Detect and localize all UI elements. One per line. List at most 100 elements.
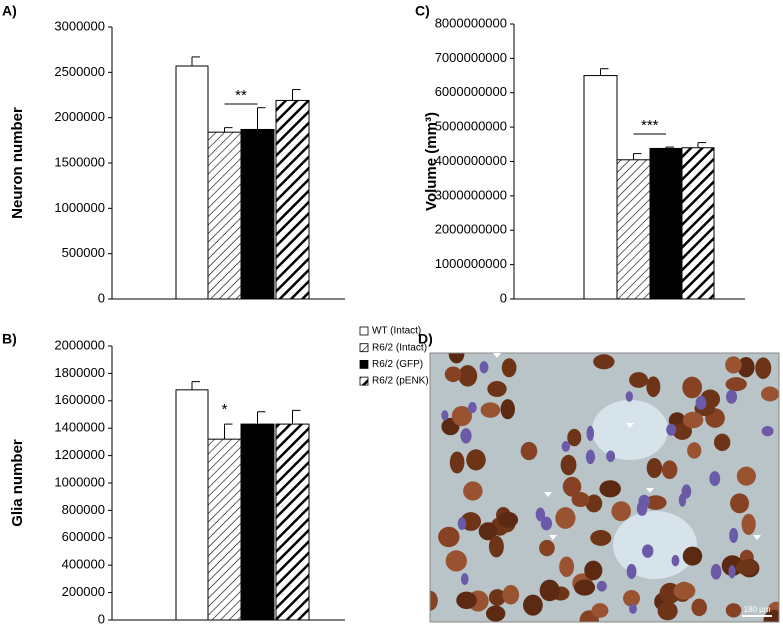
nucleus [590,530,612,546]
glia-nucleus [681,484,692,499]
nucleus [497,511,519,528]
nucleus [629,372,648,388]
micrograph-frame [429,352,780,623]
nucleus [451,405,472,427]
nucleus [430,590,438,611]
y-tick-label: 1600000 [54,392,105,407]
glia-nucleus [642,544,654,558]
y-tick-label: 3000000 [54,18,105,33]
nucleus [672,422,692,440]
y-tick-label: 2000000 [54,109,105,124]
bar [207,131,242,300]
nucleus [644,495,667,510]
nucleus [623,589,641,607]
y-tick-label: 0 [98,611,105,626]
nucleus [730,493,750,514]
bar [649,147,683,300]
nucleus [458,365,478,387]
y-tick-label: 2000000 [54,337,105,352]
nucleus [500,399,515,420]
nucleus [646,376,661,398]
nucleus [522,594,543,616]
glia-nucleus [629,603,637,614]
y-axis-label: Neuron number [9,107,26,219]
legend-swatch [359,359,369,369]
nucleus [488,535,504,558]
error-bar [257,411,266,425]
bar [240,128,275,300]
nucleus [682,546,703,566]
y-tick-label: 1800000 [54,365,105,380]
nucleus [646,457,663,479]
glia-nucleus [695,395,707,410]
nucleus [611,501,632,522]
error-bar [600,68,609,76]
panel-label: D) [418,331,433,347]
bar [175,65,209,300]
nucleus [591,603,609,618]
nucleus [682,411,704,429]
nucleus [725,603,742,618]
y-tick-label: 400000 [62,557,105,572]
legend-label: R6/2 (pENK) [372,376,429,387]
bar [583,75,618,300]
error-bar [191,381,200,390]
nucleus [657,601,678,621]
nucleus [438,526,460,548]
glia-nucleus [596,580,607,592]
y-tick-label: 0 [98,290,105,305]
glia-nucleus [561,441,571,452]
significance-label: *** [641,117,659,134]
nucleus [574,579,596,596]
nucleus [487,380,507,397]
glia-nucleus [460,573,469,585]
nucleus [682,376,703,399]
scale-bar-label: 180 µm [744,605,771,614]
nucleus [725,356,742,374]
y-tick-label: 4000000000 [435,153,507,168]
legend-swatch [359,376,369,386]
vessel [592,400,668,460]
nucleus [691,598,707,617]
glia-nucleus [728,565,736,579]
error-bar [292,409,301,425]
nucleus [761,386,779,402]
bar [616,159,651,300]
glia-nucleus [540,516,553,531]
y-tick-label: 6000000000 [435,84,507,99]
y-tick-label: 1000000 [54,200,105,215]
y-tick-label: 5000000000 [435,119,507,134]
nucleus [737,357,755,378]
glia-nucleus [761,426,774,437]
bar [240,423,275,621]
arrowhead [549,535,557,540]
arrowhead [544,492,552,497]
glia-nucleus [586,425,595,442]
nucleus [735,559,758,576]
nucleus [560,454,577,476]
significance-label: * [222,401,228,418]
significance-label: ** [235,87,247,104]
y-tick-label: 0 [500,290,507,305]
nucleus [599,480,621,498]
nucleus [559,556,575,578]
y-tick-label: 600000 [62,529,105,544]
glia-nucleus [535,507,546,522]
nucleus [562,476,582,497]
nucleus [449,451,465,474]
nucleus [673,582,696,600]
glia-nucleus [468,401,477,414]
nucleus [661,460,678,480]
y-tick-label: 500000 [62,245,105,260]
y-tick-label: 3000000000 [435,187,507,202]
glia-nucleus [729,527,739,544]
glia-nucleus [625,391,633,402]
nucleus [456,591,477,610]
nucleus [488,589,506,606]
nucleus [478,522,498,541]
glia-nucleus [585,449,596,465]
nucleus [466,449,486,471]
y-axis-label: Volume (mm³) [423,112,440,211]
y-tick-label: 7000000000 [435,50,507,65]
error-bar [292,89,301,101]
